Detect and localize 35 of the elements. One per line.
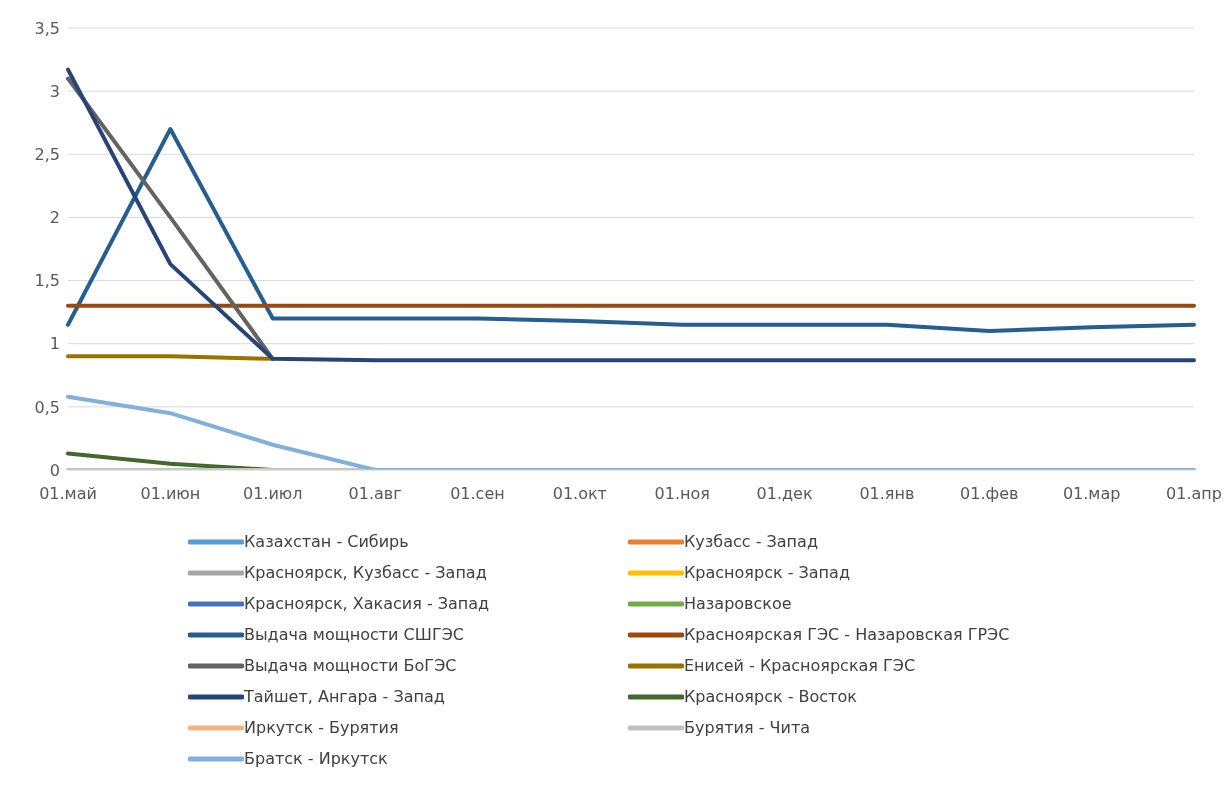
legend-label: Выдача мощности СШГЭС <box>244 625 464 644</box>
legend-label: Казахстан - Сибирь <box>244 532 409 551</box>
x-tick-label: 01.ноя <box>654 484 710 504</box>
y-tick-label: 3 <box>49 81 60 101</box>
x-tick-label: 01.окт <box>552 484 607 504</box>
x-tick-label: 01.май <box>39 484 97 504</box>
x-tick-label: 01.сен <box>450 484 505 504</box>
legend-label: Красноярск, Хакасия - Запад <box>244 594 490 613</box>
x-tick-label: 01.янв <box>859 484 915 504</box>
x-tick-label: 01.авг <box>348 484 402 504</box>
legend-label: Иркутск - Бурятия <box>244 718 399 737</box>
legend-label: Братск - Иркутск <box>244 749 388 768</box>
y-tick-label: 2 <box>49 208 60 228</box>
x-tick-label: 01.мар <box>1062 484 1121 504</box>
y-tick-label: 1 <box>49 334 60 354</box>
x-tick-label: 01.июл <box>242 484 303 504</box>
legend-label: Бурятия - Чита <box>684 718 811 737</box>
legend-label: Выдача мощности БоГЭС <box>244 656 457 675</box>
x-tick-label: 01.фев <box>960 484 1019 504</box>
legend-label: Енисей - Красноярская ГЭС <box>684 656 916 675</box>
y-tick-label: 1,5 <box>34 271 60 291</box>
legend-label: Красноярск - Восток <box>684 687 857 706</box>
legend-label: Красноярская ГЭС - Назаровская ГРЭС <box>684 625 1010 644</box>
legend-label: Красноярск, Кузбасс - Запад <box>244 563 487 582</box>
y-tick-label: 3,5 <box>34 18 60 38</box>
y-tick-label: 0 <box>49 460 60 480</box>
legend-label: Назаровское <box>684 594 792 613</box>
legend-label: Красноярск - Запад <box>684 563 850 582</box>
y-tick-label: 2,5 <box>34 144 60 164</box>
x-tick-label: 01.апр <box>1166 484 1222 504</box>
x-tick-label: 01.июн <box>140 484 201 504</box>
legend-label: Тайшет, Ангара - Запад <box>244 687 445 706</box>
legend-label: Кузбасс - Запад <box>684 532 818 551</box>
x-tick-label: 01.дек <box>756 484 813 504</box>
y-tick-label: 0,5 <box>34 397 60 417</box>
